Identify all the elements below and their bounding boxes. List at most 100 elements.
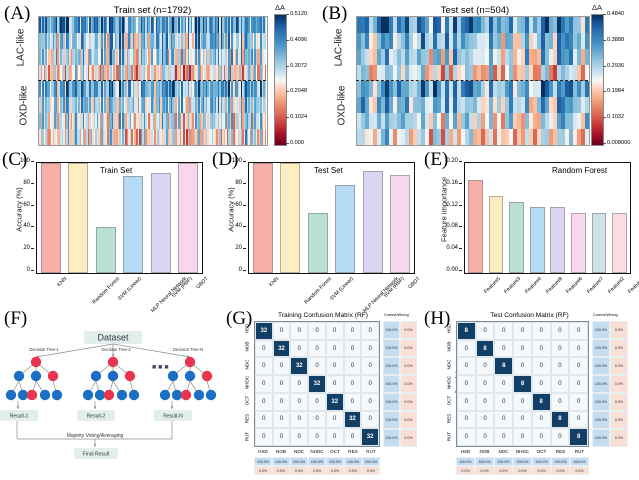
heatmap-cell [166,65,168,81]
heatmap-cell [509,97,513,113]
confusion-cell: 0 [494,322,514,340]
heatmap-cell [233,113,235,129]
tree-root-node [30,356,42,368]
heatmap-cell [481,49,485,65]
heatmap-cell [43,113,46,129]
bar [390,175,411,273]
heatmap-cell [365,129,369,145]
heatmap-cell [228,97,230,113]
col-correct-pct: 100.0% [254,457,272,466]
heatmap-cell [421,81,425,97]
heatmap-cell [129,65,132,81]
confusion-cell: 0 [325,322,344,340]
tree-leaf-node [103,389,115,401]
heatmap-cell [429,129,433,145]
heatmap-cell [129,33,132,49]
heatmap-cell [93,33,96,49]
heatmap-cell [184,97,187,113]
heatmap-cell [201,33,203,49]
heatmap-cell [179,65,182,81]
heatmap-cell [102,33,105,49]
heatmap-cell [533,129,537,145]
panel-h-row-pct: 100.0% 0.0% 100.0% 0.0% 100.0% 0.0% 100.0% 0.0%… [592,321,628,447]
tree-leaf-node [39,389,51,401]
bar [467,180,483,273]
confusion-cell: 0 [255,410,273,429]
heatmap-cell [517,97,521,113]
heatmap-cell [251,65,253,81]
heatmap-cell [179,81,182,97]
heatmap-cell [473,49,477,65]
col-correct-pct: 100.0% [344,457,362,466]
col-correct-pct: 100.0% [513,457,532,466]
heatmap-cell [131,81,133,97]
heatmap-cell [139,49,141,65]
confusion-cell: 0 [255,339,273,358]
heatmap-cell [137,97,140,113]
heatmap-cell [264,17,267,33]
panel-b-heatmap [356,16,590,146]
heatmap-cell [457,17,461,33]
heatmap-cell [189,33,191,49]
heatmap-cell [226,81,229,97]
heatmap-cell [186,65,188,81]
heatmap-cell [42,49,44,65]
tree-root-node [184,356,196,368]
heatmap-cell [409,113,413,129]
heatmap-cell [57,65,59,81]
row-wrong-pct: 0.0% [610,339,628,357]
heatmap-cell [457,49,461,65]
heatmap-cell [243,17,246,33]
heatmap-cell [143,81,146,97]
heatmap-cell [102,65,105,81]
heatmap-cell [429,97,433,113]
confusion-cell: 0 [531,410,551,429]
heatmap-cell [123,33,126,49]
heatmap-cell [113,97,115,113]
confusion-cell: 0 [513,428,532,446]
heatmap-cell [393,97,397,113]
heatmap-cell [157,33,159,49]
col-wrong-pct: 0.0% [570,466,589,475]
heatmap-cell [222,17,224,33]
heatmap-cell [258,81,261,97]
panel-e-yticks: 0.20 0.16 0.12 0.08 0.04 0.00 [424,158,462,273]
heatmap-cell [140,113,143,129]
heatmap-cell [226,65,229,81]
confusion-cell-diagonal: 32 [343,410,362,429]
confusion-cell: 0 [531,339,551,358]
heatmap-cell [182,81,185,97]
heatmap-cell [40,49,43,65]
heatmap-cell [240,33,243,49]
heatmap-cell [561,17,565,33]
heatmap-cell [175,97,177,113]
heatmap-cell [258,129,261,145]
heatmap-cell [214,33,217,49]
heatmap-cell [217,81,220,97]
heatmap-cell [184,81,187,97]
heatmap-cell [125,49,127,65]
heatmap-cell [169,81,171,97]
heatmap-cell [226,97,229,113]
bar-slot [387,163,415,273]
heatmap-cell [255,17,258,33]
heatmap-cell [545,97,549,113]
heatmap-cell [569,81,573,97]
heatmap-cell [365,17,369,33]
bar [612,212,628,273]
heatmap-cell [73,97,76,113]
heatmap-cell [82,129,85,145]
heatmap-cell [573,129,577,145]
heatmap-cell [120,129,123,145]
heatmap-cell [90,129,93,145]
heatmap-cell [257,49,259,65]
heatmap-cell [60,65,62,81]
heatmap-row [357,65,589,81]
heatmap-cell [51,97,53,113]
heatmap-cell [140,49,143,65]
heatmap-cell [54,97,56,113]
panel-g-training-confusion-matrix: (G) Training Confusion Matrix (RF) True … [226,305,424,480]
heatmap-cell [113,65,115,81]
heatmap-cell [205,49,208,65]
heatmap-cell [54,65,56,81]
